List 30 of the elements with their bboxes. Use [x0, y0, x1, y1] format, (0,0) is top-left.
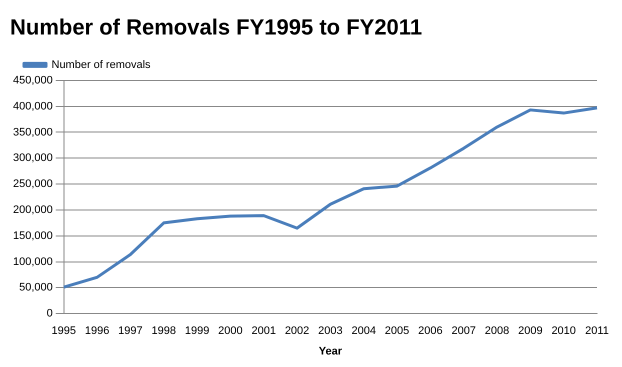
y-tick-label: 50,000 [19, 282, 53, 294]
x-axis-title: Year [318, 345, 343, 358]
x-tick-label: 2009 [518, 325, 543, 338]
x-tick-label: 2006 [418, 325, 443, 338]
x-tick-label: 2000 [218, 325, 243, 338]
y-tick-label: 350,000 [12, 126, 53, 138]
x-tick-label: 2001 [251, 325, 276, 338]
chart-title: Number of Removals FY1995 to FY2011 [10, 14, 422, 40]
y-tick-label: 450,000 [12, 74, 53, 86]
legend-label: Number of removals [52, 58, 152, 71]
y-tick-label: 400,000 [12, 100, 53, 112]
y-tick-label: 300,000 [12, 152, 53, 164]
x-tick-label: 1999 [184, 325, 210, 338]
x-tick-label: 2011 [585, 325, 609, 338]
y-tick-label: 100,000 [12, 256, 53, 268]
x-tick-label: 1997 [118, 325, 143, 338]
y-tick-label: 0 [46, 308, 53, 320]
x-tick-label: 1998 [152, 325, 176, 338]
x-tick-label: 2004 [351, 325, 376, 338]
x-tick-label: 2005 [384, 325, 410, 338]
x-tick-label: 1995 [52, 325, 76, 338]
x-tick-label: 1996 [84, 325, 110, 338]
y-tick-label: 250,000 [12, 178, 53, 190]
x-tick-label: 2010 [551, 325, 576, 338]
y-tick-label: 150,000 [12, 230, 53, 242]
x-tick-label: 2008 [484, 325, 510, 338]
y-tick-label: 200,000 [12, 204, 53, 216]
x-tick-label: 2003 [318, 325, 343, 338]
x-tick-label: 2002 [284, 325, 310, 338]
x-tick-label: 2007 [451, 325, 476, 338]
